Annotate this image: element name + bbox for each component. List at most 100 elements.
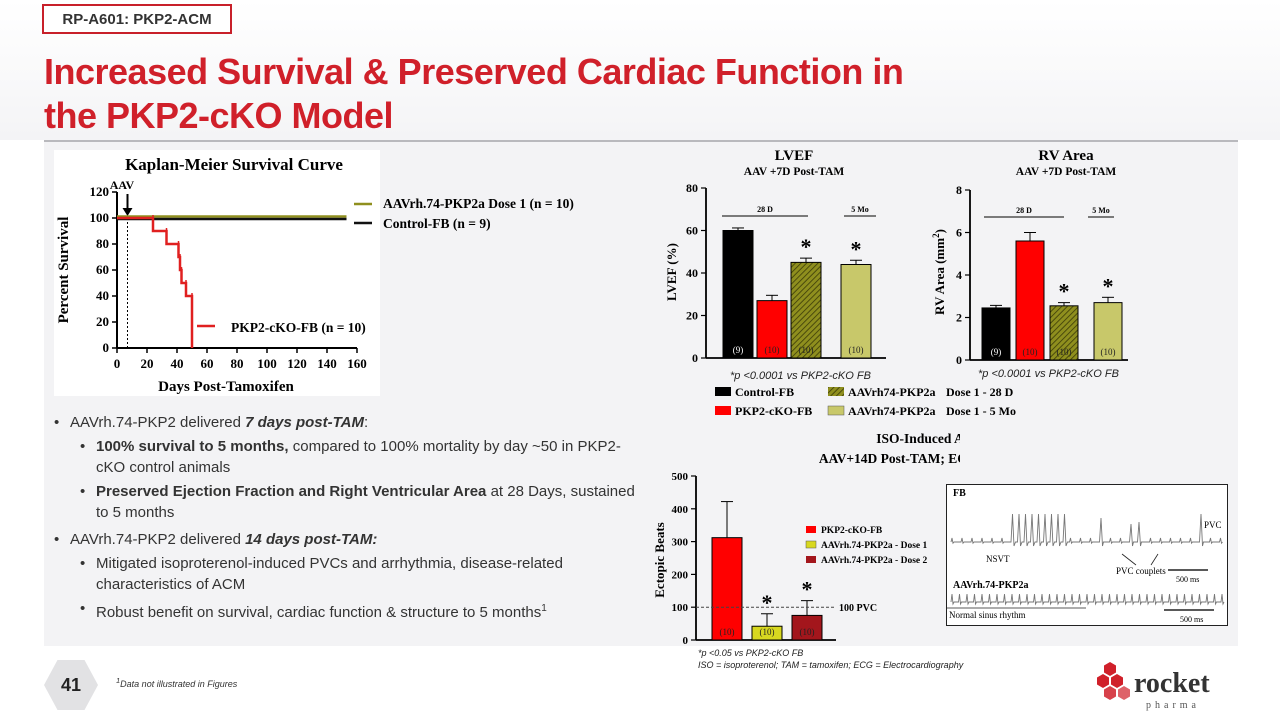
bullet-pvc: Mitigated isoproterenol-induced PVCs and… — [52, 553, 642, 595]
rocket-pharma-logo: rocket pharma — [1097, 662, 1210, 711]
bar-y-tick-label: 60 — [686, 224, 698, 238]
title-line-1: Increased Survival & Preserved Cardiac F… — [44, 51, 904, 92]
bar-n-label: (10) — [720, 627, 735, 637]
bar — [1015, 240, 1045, 361]
km-y-tick-label: 100 — [90, 210, 110, 225]
km-axes: 0 20 40 60 80 100 120 0 20 40 60 80 100 120 140 160 — [90, 184, 367, 371]
lvef-ylabel: LVEF (%) — [664, 243, 679, 301]
logo-hex-icon — [1097, 662, 1130, 700]
bar-n-label: (10) — [1023, 347, 1038, 357]
ecg-label-pvc: PVC — [1204, 520, 1222, 530]
km-x-tick-label: 80 — [231, 356, 244, 371]
bar-star: * — [1059, 279, 1070, 304]
km-series-line — [117, 216, 194, 348]
lvef-title: LVEF — [775, 148, 814, 164]
ecg-scale-bottom-label: 500 ms — [1180, 615, 1203, 624]
bar-y-tick-label: 20 — [686, 309, 698, 323]
ecg-label-aav: AAVrh.74-PKP2a — [953, 580, 1028, 591]
km-ylabel: Percent Survival — [56, 217, 72, 324]
km-y-tick-label: 0 — [103, 340, 110, 355]
rv-bracket-5mo-label: 5 Mo — [1092, 206, 1110, 215]
bar-y-tick-label: 0 — [692, 351, 698, 365]
km-x-tick-label: 100 — [257, 356, 277, 371]
bar-star: * — [801, 234, 812, 259]
km-legend-right: AAVrh.74-PKP2a Dose 1 (n = 10) Control-F… — [383, 196, 574, 231]
page-number: 41 — [44, 660, 98, 710]
km-x-tick-label: 20 — [141, 356, 154, 371]
title-line-2: the PKP2-cKO Model — [44, 95, 394, 136]
bar-star: * — [1103, 273, 1114, 298]
iso-note: *p <0.05 vs PKP2-cKO FB — [698, 648, 804, 658]
ecg-label-nsr: Normal sinus rhythm — [949, 610, 1026, 620]
km-legend-aav: AAVrh.74-PKP2a Dose 1 (n = 10) — [383, 196, 574, 211]
km-aav-arrow-head — [122, 208, 133, 216]
iso-legend-swatch-cko — [806, 526, 816, 533]
logo-sub: pharma — [1146, 700, 1200, 711]
bar-y-tick-label: 0 — [683, 635, 689, 647]
km-y-tick-label: 80 — [96, 236, 109, 251]
bar — [790, 261, 822, 359]
legend-swatch-5mo — [827, 405, 845, 416]
bar-y-tick-label: 6 — [956, 226, 962, 240]
bar-n-label: (10) — [800, 627, 815, 637]
bar-y-tick-label: 0 — [956, 353, 962, 367]
rv-plot: 0 2 4 6 8 (9) (10) (10) * (10) * 28 D 5 Mo — [956, 183, 1128, 367]
rv-subtitle: AAV +7D Post-TAM — [1016, 166, 1117, 178]
ecg-trace-aav — [950, 593, 1225, 606]
bar-y-tick-label: 100 — [672, 602, 689, 614]
bar-y-tick-label: 40 — [686, 266, 698, 280]
km-chart-background — [54, 150, 380, 396]
ecg-arrow-1 — [1121, 553, 1137, 566]
iso-legend-dose1: AAVrh.74-PKP2a - Dose 1 — [821, 541, 927, 551]
ecg-arrow-2 — [1150, 553, 1159, 566]
legend-28d: AAVrh74-PKP2a Dose 1 - 28 D — [848, 385, 1014, 399]
legend-5mo: AAVrh74-PKP2a Dose 1 - 5 Mo — [848, 404, 1016, 418]
rv-area-chart: RV Area AAV +7D Post-TAM RV Area (mm2) 0… — [931, 148, 1128, 367]
ecg-label-nsvt: NSVT — [986, 554, 1010, 564]
km-legend-cko-box: PKP2-cKO-FB (n = 10) — [231, 320, 366, 335]
km-title: Kaplan-Meier Survival Curve — [125, 155, 343, 174]
bar-legend: Control-FB AAVrh74-PKP2a Dose 1 - 28 D PK… — [715, 385, 1016, 418]
bullet-7day: AAVrh.74-PKP2 delivered 7 days post-TAM: — [52, 412, 642, 433]
bar — [1049, 305, 1079, 361]
bar-n-label: (10) — [765, 345, 780, 355]
bar-star: * — [802, 577, 813, 602]
bar-y-tick-label: 2 — [956, 311, 962, 325]
rv-bracket-28d-label: 28 D — [1016, 206, 1032, 215]
ecg-scale-top-label: 500 ms — [1176, 575, 1199, 584]
bar-n-label: (10) — [760, 627, 775, 637]
page-title: Increased Survival & Preserved Cardiac F… — [44, 50, 1004, 138]
iso-ref-label: 100 PVC — [839, 603, 877, 614]
ecg-label-fb: FB — [953, 488, 966, 499]
footnote: 1Data not illustrated in Figures — [116, 676, 238, 689]
iso-title: ISO-Induced Arrhythmia — [876, 431, 960, 446]
bar — [1093, 302, 1123, 361]
bar — [756, 300, 788, 359]
km-legend-control: Control-FB (n = 9) — [383, 216, 491, 231]
lvef-subtitle: AAV +7D Post-TAM — [744, 166, 845, 178]
rv-note: *p <0.0001 vs PKP2-cKO FB — [978, 368, 1119, 380]
legend-swatch-28d — [828, 387, 844, 396]
km-x-tick-label: 160 — [347, 356, 367, 371]
ecg-label-couplets: PVC couplets — [1116, 566, 1166, 576]
km-x-tick-label: 140 — [317, 356, 337, 371]
key-points: AAVrh.74-PKP2 delivered 7 days post-TAM:… — [52, 410, 642, 623]
ecg-traces: FB NSVT PVC couplets PVC 500 ms AAVrh.74… — [946, 484, 1228, 626]
iso-legend-cko: PKP2-cKO-FB — [821, 526, 883, 536]
bar-n-label: (10) — [1057, 347, 1072, 357]
bar-n-label: (10) — [849, 345, 864, 355]
bar — [840, 264, 872, 359]
bar-y-tick-label: 500 — [672, 471, 689, 483]
iso-subtitle: AAV+14D Post-TAM; ECG at 21D post-TAM — [819, 451, 960, 466]
bullet-survival: 100% survival to 5 months, compared to 1… — [52, 436, 642, 478]
bar-n-label: (9) — [733, 345, 744, 355]
km-aav-annotation: AAV — [110, 178, 135, 192]
lvef-note: *p <0.0001 vs PKP2-cKO FB — [730, 370, 871, 382]
bar — [791, 614, 823, 641]
rv-ylabel: RV Area (mm2) — [931, 229, 947, 315]
bar-y-tick-label: 8 — [956, 183, 962, 197]
km-x-tick-label: 40 — [171, 356, 184, 371]
iso-legend-swatch-dose2 — [806, 556, 816, 563]
abbrev-note: ISO = isoproterenol; TAM = tamoxifen; EC… — [698, 660, 964, 670]
km-legend-cko: PKP2-cKO-FB (n = 10) — [231, 320, 366, 335]
